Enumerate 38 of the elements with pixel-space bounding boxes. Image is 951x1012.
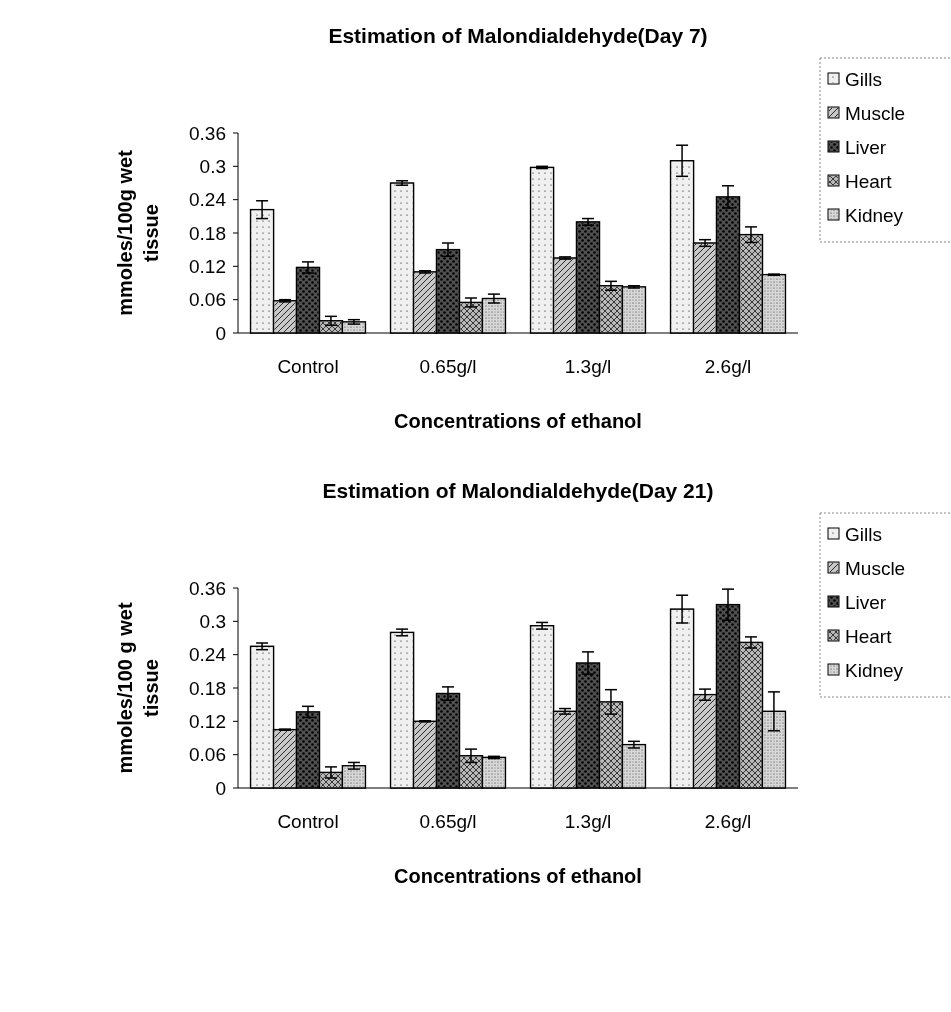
y-tick-label: 0.36 [189,122,226,144]
legend-label: Kidney [845,659,904,681]
y-axis-title: mmoles/100 g wet tissue [114,602,162,774]
y-tick-label: 0.36 [189,577,226,599]
x-tick-label: 0.65g/l [419,811,477,832]
y-tick-label: 0.06 [189,289,226,311]
x-tick-label: 0.65g/l [419,356,477,377]
legend-label: Liver [845,591,887,613]
legend-label: Heart [845,170,893,192]
y-tick-label: 0.18 [189,677,226,699]
x-tick-label: Control [277,811,339,832]
legend-label: Liver [845,136,887,158]
y-tick-label: 0 [215,777,226,799]
x-tick-label: 1.3g/l [564,356,612,377]
x-axis-title: Concentrations of ethanol [394,410,642,432]
x-tick-label: Control [277,356,339,377]
y-tick-label: 0.3 [199,155,226,177]
x-tick-label: 2.6g/l [704,811,752,832]
y-tick-label: 0.12 [189,255,226,277]
legend-label: Gills [845,523,882,545]
legend-label: Muscle [845,102,906,124]
y-tick-label: 0.18 [189,222,226,244]
chart-title: Estimation of Malondialdehyde(Day 7) [328,24,708,47]
y-tick-label: 0 [215,322,226,344]
legend-label: Kidney [845,204,904,226]
y-tick-label: 0.06 [189,744,226,766]
y-tick-label: 0.24 [189,189,227,211]
legend-label: Heart [845,625,893,647]
legend-label: Muscle [845,557,906,579]
y-axis-title: mmoles/100g wet tissue [114,149,162,316]
y-tick-label: 0.3 [199,610,226,632]
y-tick-label: 0.24 [189,644,227,666]
x-axis-title: Concentrations of ethanol [394,865,642,887]
y-tick-label: 0.12 [189,710,226,732]
chart-title: Estimation of Malondialdehyde(Day 21) [322,479,714,502]
legend-label: Gills [845,68,882,90]
x-tick-label: 2.6g/l [704,356,752,377]
x-tick-label: 1.3g/l [564,811,612,832]
